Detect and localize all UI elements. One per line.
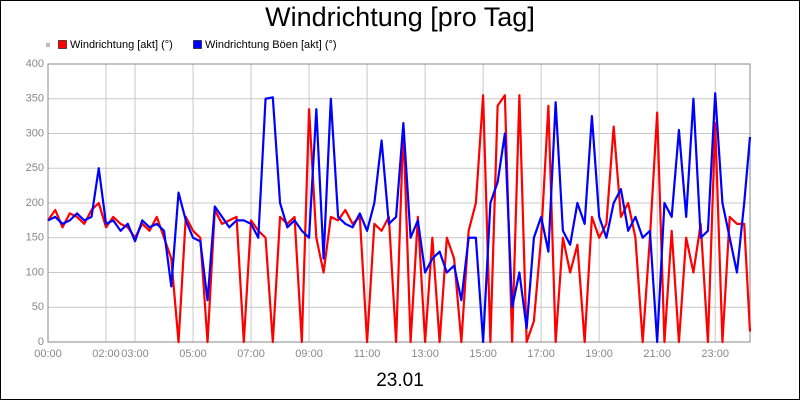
legend-swatch: [193, 40, 202, 49]
x-tick-label: 15:00: [469, 348, 497, 360]
legend-marker: [46, 43, 50, 47]
x-axis-label: 23.01: [376, 370, 424, 391]
y-tick-label: 300: [26, 127, 44, 139]
x-tick-label: 09:00: [295, 348, 323, 360]
legend-label: Windrichtung [akt] (°): [70, 39, 173, 51]
x-tick-label: 07:00: [237, 348, 265, 360]
x-tick-label: 21:00: [643, 348, 671, 360]
x-tick-label: 02:00: [92, 348, 120, 360]
x-tick-label: 17:00: [527, 348, 555, 360]
y-tick-label: 200: [26, 197, 44, 209]
x-tick-label: 03:00: [121, 348, 149, 360]
x-tick-label: 00:00: [34, 348, 62, 360]
y-tick-label: 0: [38, 336, 44, 348]
x-tick-label: 19:00: [585, 348, 613, 360]
legend-swatch: [58, 40, 67, 49]
y-tick-label: 150: [26, 232, 44, 244]
plot-border: [47, 63, 751, 343]
y-tick-label: 50: [32, 301, 44, 313]
y-tick-label: 100: [26, 266, 44, 278]
legend-label: Windrichtung Böen [akt] (°): [205, 39, 337, 51]
x-tick-label: 11:00: [354, 348, 381, 360]
y-tick-label: 350: [26, 93, 44, 105]
x-tick-label: 23:00: [701, 348, 729, 360]
x-tick-label: 13:00: [411, 348, 439, 360]
y-tick-label: 400: [26, 58, 44, 70]
y-tick-label: 250: [26, 162, 44, 174]
series-line: [47, 92, 752, 344]
x-tick-label: 05:00: [179, 348, 207, 360]
chart-title: Windrichtung [pro Tag]: [265, 2, 535, 32]
